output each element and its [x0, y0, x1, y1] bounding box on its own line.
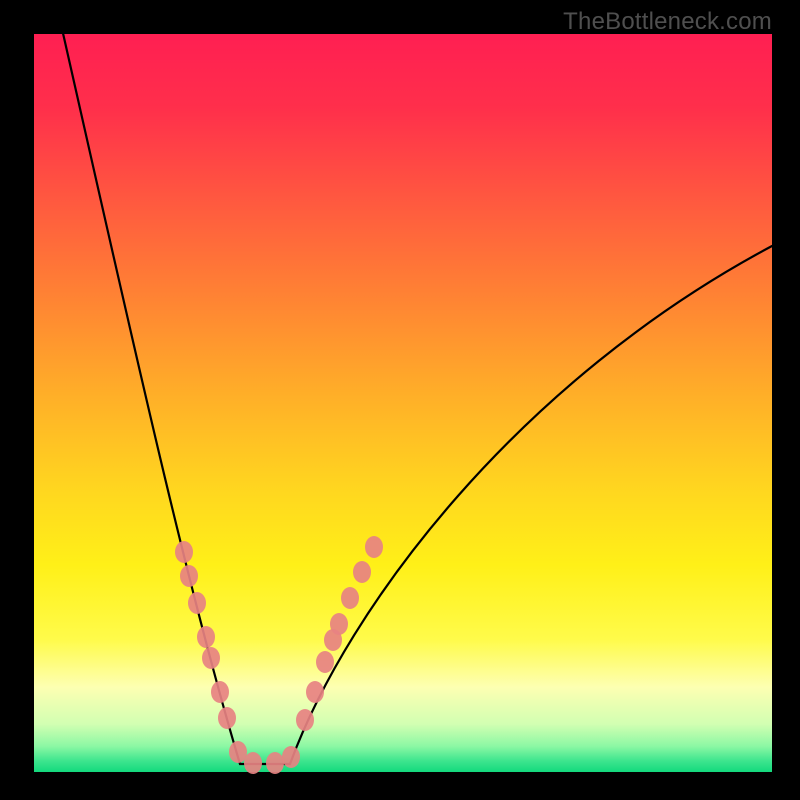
- chart-container: TheBottleneck.com: [0, 0, 800, 800]
- data-marker: [180, 565, 198, 587]
- data-marker: [244, 752, 262, 774]
- data-marker: [316, 651, 334, 673]
- data-marker: [175, 541, 193, 563]
- data-marker: [197, 626, 215, 648]
- chart-overlay: [0, 0, 800, 800]
- data-marker: [229, 741, 247, 763]
- data-marker: [296, 709, 314, 731]
- data-marker: [353, 561, 371, 583]
- data-marker: [341, 587, 359, 609]
- data-marker: [218, 707, 236, 729]
- data-marker: [365, 536, 383, 558]
- data-markers-group: [175, 536, 383, 774]
- data-marker: [211, 681, 229, 703]
- data-marker: [330, 613, 348, 635]
- data-marker: [202, 647, 220, 669]
- data-marker: [266, 752, 284, 774]
- bottleneck-curve: [60, 20, 772, 764]
- data-marker: [306, 681, 324, 703]
- data-marker: [282, 746, 300, 768]
- data-marker: [188, 592, 206, 614]
